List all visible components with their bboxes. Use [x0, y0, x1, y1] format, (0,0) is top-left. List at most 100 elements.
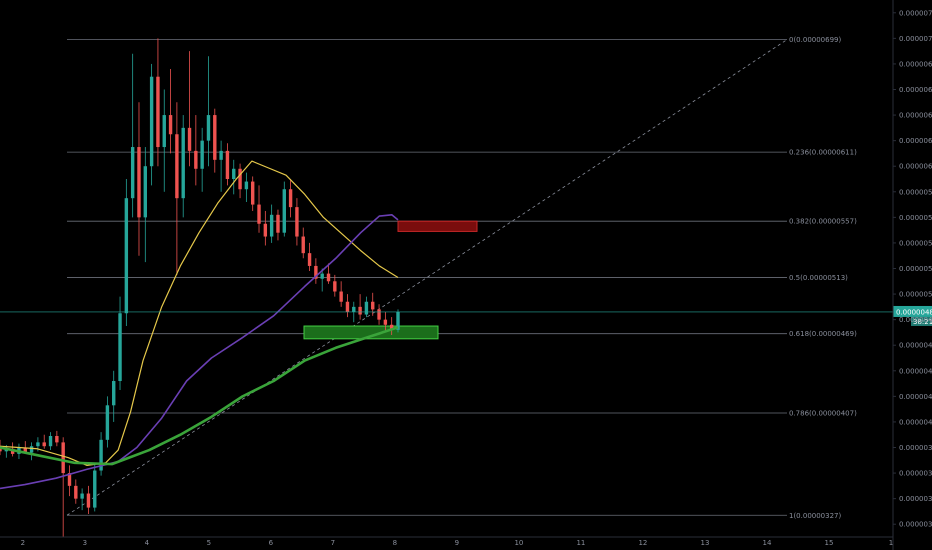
candle — [269, 204, 274, 243]
y-tick-label: 0.00000440 — [899, 367, 932, 375]
candle-body — [326, 273, 331, 282]
candle — [105, 396, 110, 448]
candle-body — [389, 324, 394, 330]
candle-body — [314, 265, 318, 279]
candle-body — [288, 189, 293, 208]
candle-body — [67, 473, 72, 486]
y-tick-label: 0.00000680 — [899, 60, 932, 68]
candle — [358, 294, 362, 320]
candle-body — [371, 301, 375, 310]
candle — [314, 258, 318, 284]
candle — [112, 370, 116, 422]
candle — [301, 227, 305, 259]
x-tick-label: 5 — [207, 539, 211, 547]
candle-body — [74, 485, 78, 499]
y-tick-label: 0.00000620 — [899, 137, 932, 145]
candle-body — [276, 214, 280, 233]
x-tick-label: 13 — [700, 539, 709, 547]
candle — [200, 127, 204, 192]
x-tick-label: 1 — [889, 539, 893, 547]
y-tick-label: 0.00000380 — [899, 444, 932, 452]
candle-body — [99, 439, 103, 471]
x-tick-label: 9 — [455, 539, 459, 547]
candle-body — [93, 470, 97, 508]
candle-body — [23, 447, 27, 453]
countdown-label: 38:21 — [913, 318, 932, 326]
zones[interactable] — [303, 220, 478, 340]
candle-body — [29, 446, 34, 453]
candle-body — [156, 76, 160, 148]
candle-body — [137, 147, 141, 218]
candle-body — [194, 150, 198, 169]
fib-level-label: 1(0.00000327) — [789, 512, 841, 520]
candle-body — [244, 181, 249, 190]
current-price-tag — [893, 305, 932, 317]
candle — [225, 143, 230, 186]
candle-body — [61, 442, 65, 474]
candle — [168, 69, 173, 154]
candle-body — [187, 127, 192, 151]
candle-body — [206, 115, 211, 141]
candle-body — [364, 301, 369, 315]
candle-body — [352, 306, 356, 312]
candle-body — [42, 442, 46, 447]
y-tick-label: 0.00000340 — [899, 495, 932, 503]
candle — [238, 163, 242, 199]
candle — [86, 485, 91, 514]
candle-body — [307, 253, 312, 266]
candle-body — [168, 115, 173, 135]
candle — [67, 465, 72, 497]
candle-body — [263, 223, 268, 237]
candle-body — [213, 115, 217, 160]
ma-purple-line — [0, 214, 399, 490]
moving-averages — [0, 160, 399, 490]
candle — [29, 442, 34, 461]
candle-body — [339, 291, 343, 302]
candle-body — [295, 207, 299, 237]
x-tick-label: 11 — [576, 539, 585, 547]
candle-body — [130, 147, 135, 199]
resistance-zone[interactable] — [397, 220, 478, 232]
support-zone[interactable] — [303, 325, 439, 340]
candle — [80, 488, 84, 511]
candle — [307, 242, 312, 272]
candle — [175, 102, 179, 275]
fib-level-label: 0.786(0.00000407) — [789, 409, 857, 417]
candle — [250, 176, 255, 211]
candle-body — [238, 168, 242, 190]
candle-body — [225, 150, 230, 179]
x-tick-label: 15 — [825, 539, 834, 547]
y-tick-label: 0.00000400 — [899, 418, 932, 426]
candle-body — [112, 381, 116, 406]
candle-body — [118, 313, 122, 382]
y-tick-label: 0.00000500 — [899, 291, 932, 299]
x-tick-label: 7 — [331, 539, 335, 547]
countdown-tag — [911, 316, 932, 326]
candle-body — [48, 435, 53, 447]
candle — [137, 102, 141, 256]
candle-body — [143, 166, 148, 218]
candle — [219, 140, 223, 192]
candle-body — [162, 115, 166, 148]
candle — [143, 147, 148, 263]
ma-green-line — [0, 326, 399, 466]
y-tick-label: 0.00000520 — [899, 265, 932, 273]
candle-body — [396, 311, 400, 330]
candle-body — [301, 236, 305, 254]
candle — [333, 274, 337, 297]
candle-body — [257, 204, 261, 224]
fibonacci-retracement[interactable]: 0(0.00000699) 0.236(0.00000611) 0.382(0.00… — [67, 36, 857, 520]
candle — [187, 51, 192, 167]
candle — [276, 209, 280, 241]
candle-body — [36, 442, 40, 447]
x-tick-label: 4 — [145, 539, 150, 547]
candle-body — [333, 281, 337, 292]
candle-body — [80, 493, 84, 499]
y-tick-label: 0.00000660 — [899, 86, 932, 94]
candle — [326, 263, 331, 284]
candle — [206, 56, 211, 167]
candle-body — [175, 134, 179, 199]
x-tick-label: 10 — [514, 539, 523, 547]
